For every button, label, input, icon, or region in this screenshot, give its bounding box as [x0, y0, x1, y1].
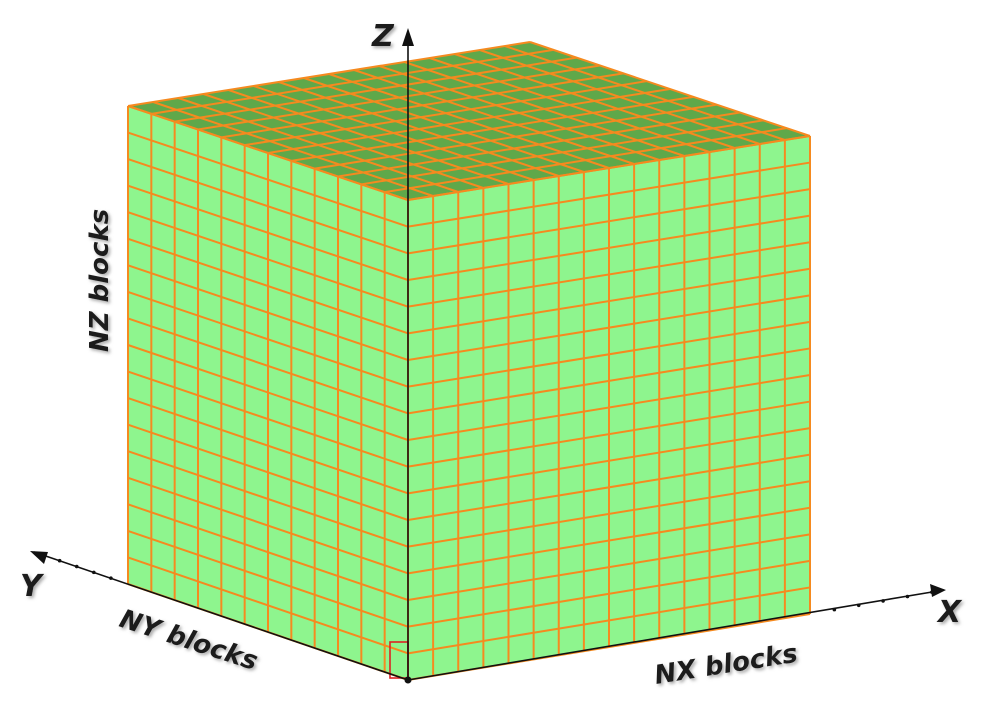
top-face-grid-line: [361, 119, 764, 186]
left-face-grid-line: [127, 131, 409, 228]
x-axis-arrowhead: [930, 584, 946, 597]
top-face-grid-line: [267, 88, 671, 154]
axis-tick: [856, 603, 861, 608]
axis-ticks: [40, 553, 934, 612]
left-face-grid-line: [127, 423, 409, 521]
left-face-grid-line: [127, 264, 409, 361]
right-face-grid-line: [407, 480, 811, 548]
top-face-grid-line: [407, 135, 811, 201]
right-face-grid-line: [407, 400, 811, 468]
axis-tick: [92, 570, 96, 575]
top-face-grid-line: [197, 64, 601, 131]
origin-dot: [404, 676, 412, 684]
top-face-grid-line: [221, 72, 624, 139]
left-face-grid-line: [127, 450, 409, 548]
nx-blocks-label: NX blocks: [652, 639, 799, 691]
y-axis-arrowhead: [30, 551, 48, 564]
right-face-grid-line: [407, 586, 811, 655]
right-face-grid-line: [407, 427, 811, 495]
axis-tick: [930, 590, 934, 594]
axis-tick: [905, 594, 910, 599]
right-face-grid-line: [407, 161, 811, 228]
x-axis-label: X: [936, 595, 963, 630]
right-face-grid-line: [407, 559, 811, 628]
axis-tick: [109, 576, 113, 580]
left-face-grid-line: [127, 529, 409, 628]
axis-tick: [40, 553, 45, 557]
right-face-grid-line: [407, 374, 811, 441]
right-face-grid-line: [407, 294, 811, 361]
left-face-grid-line: [127, 503, 409, 601]
left-face-grid-line: [127, 317, 409, 415]
left-face-grid-line: [127, 290, 409, 388]
y-axis-line: [33, 551, 409, 681]
right-face-grid-line: [407, 453, 811, 521]
axes: [30, 28, 946, 684]
y-axis-label: Y: [20, 569, 45, 604]
left-face-grid-line: [127, 211, 409, 308]
top-face-grid-line: [337, 111, 741, 178]
top-face-grid-line: [127, 41, 531, 107]
right-face-grid-line: [407, 267, 811, 335]
top-face-grid-line: [291, 95, 694, 162]
cube: [127, 41, 811, 681]
top-face-grid-line: [384, 127, 787, 194]
left-face-grid-line: [127, 370, 409, 468]
left-face-grid-line: [127, 344, 409, 441]
z-axis-label: Z: [371, 19, 395, 54]
axis-tick: [832, 607, 837, 612]
left-face-grid-line: [127, 556, 409, 655]
right-face-grid-line: [407, 241, 811, 308]
top-face-grid-line: [151, 48, 554, 115]
left-face-grid-line: [127, 184, 409, 281]
top-face-grid-line: [314, 103, 717, 170]
axis-tick: [57, 558, 62, 563]
z-axis-arrowhead: [402, 28, 414, 46]
right-face-grid-line: [407, 533, 811, 601]
right-face-grid-line: [407, 188, 811, 255]
left-face-grid-line: [127, 158, 409, 255]
right-face-grid-line: [407, 506, 811, 575]
right-face-grid-line: [407, 320, 811, 388]
right-face-grid-line: [407, 214, 811, 281]
top-face-grid-line: [174, 56, 577, 123]
left-face-grid-line: [127, 397, 409, 495]
top-face-grid-line: [244, 80, 647, 147]
left-face-grid-line: [127, 237, 409, 335]
axis-tick: [881, 599, 885, 603]
x-axis-line: [407, 589, 945, 681]
nz-blocks-label: NZ blocks: [85, 209, 115, 352]
left-face-grid-line: [127, 476, 409, 575]
right-face-grid-line: [407, 347, 811, 415]
axis-tick: [74, 564, 79, 569]
